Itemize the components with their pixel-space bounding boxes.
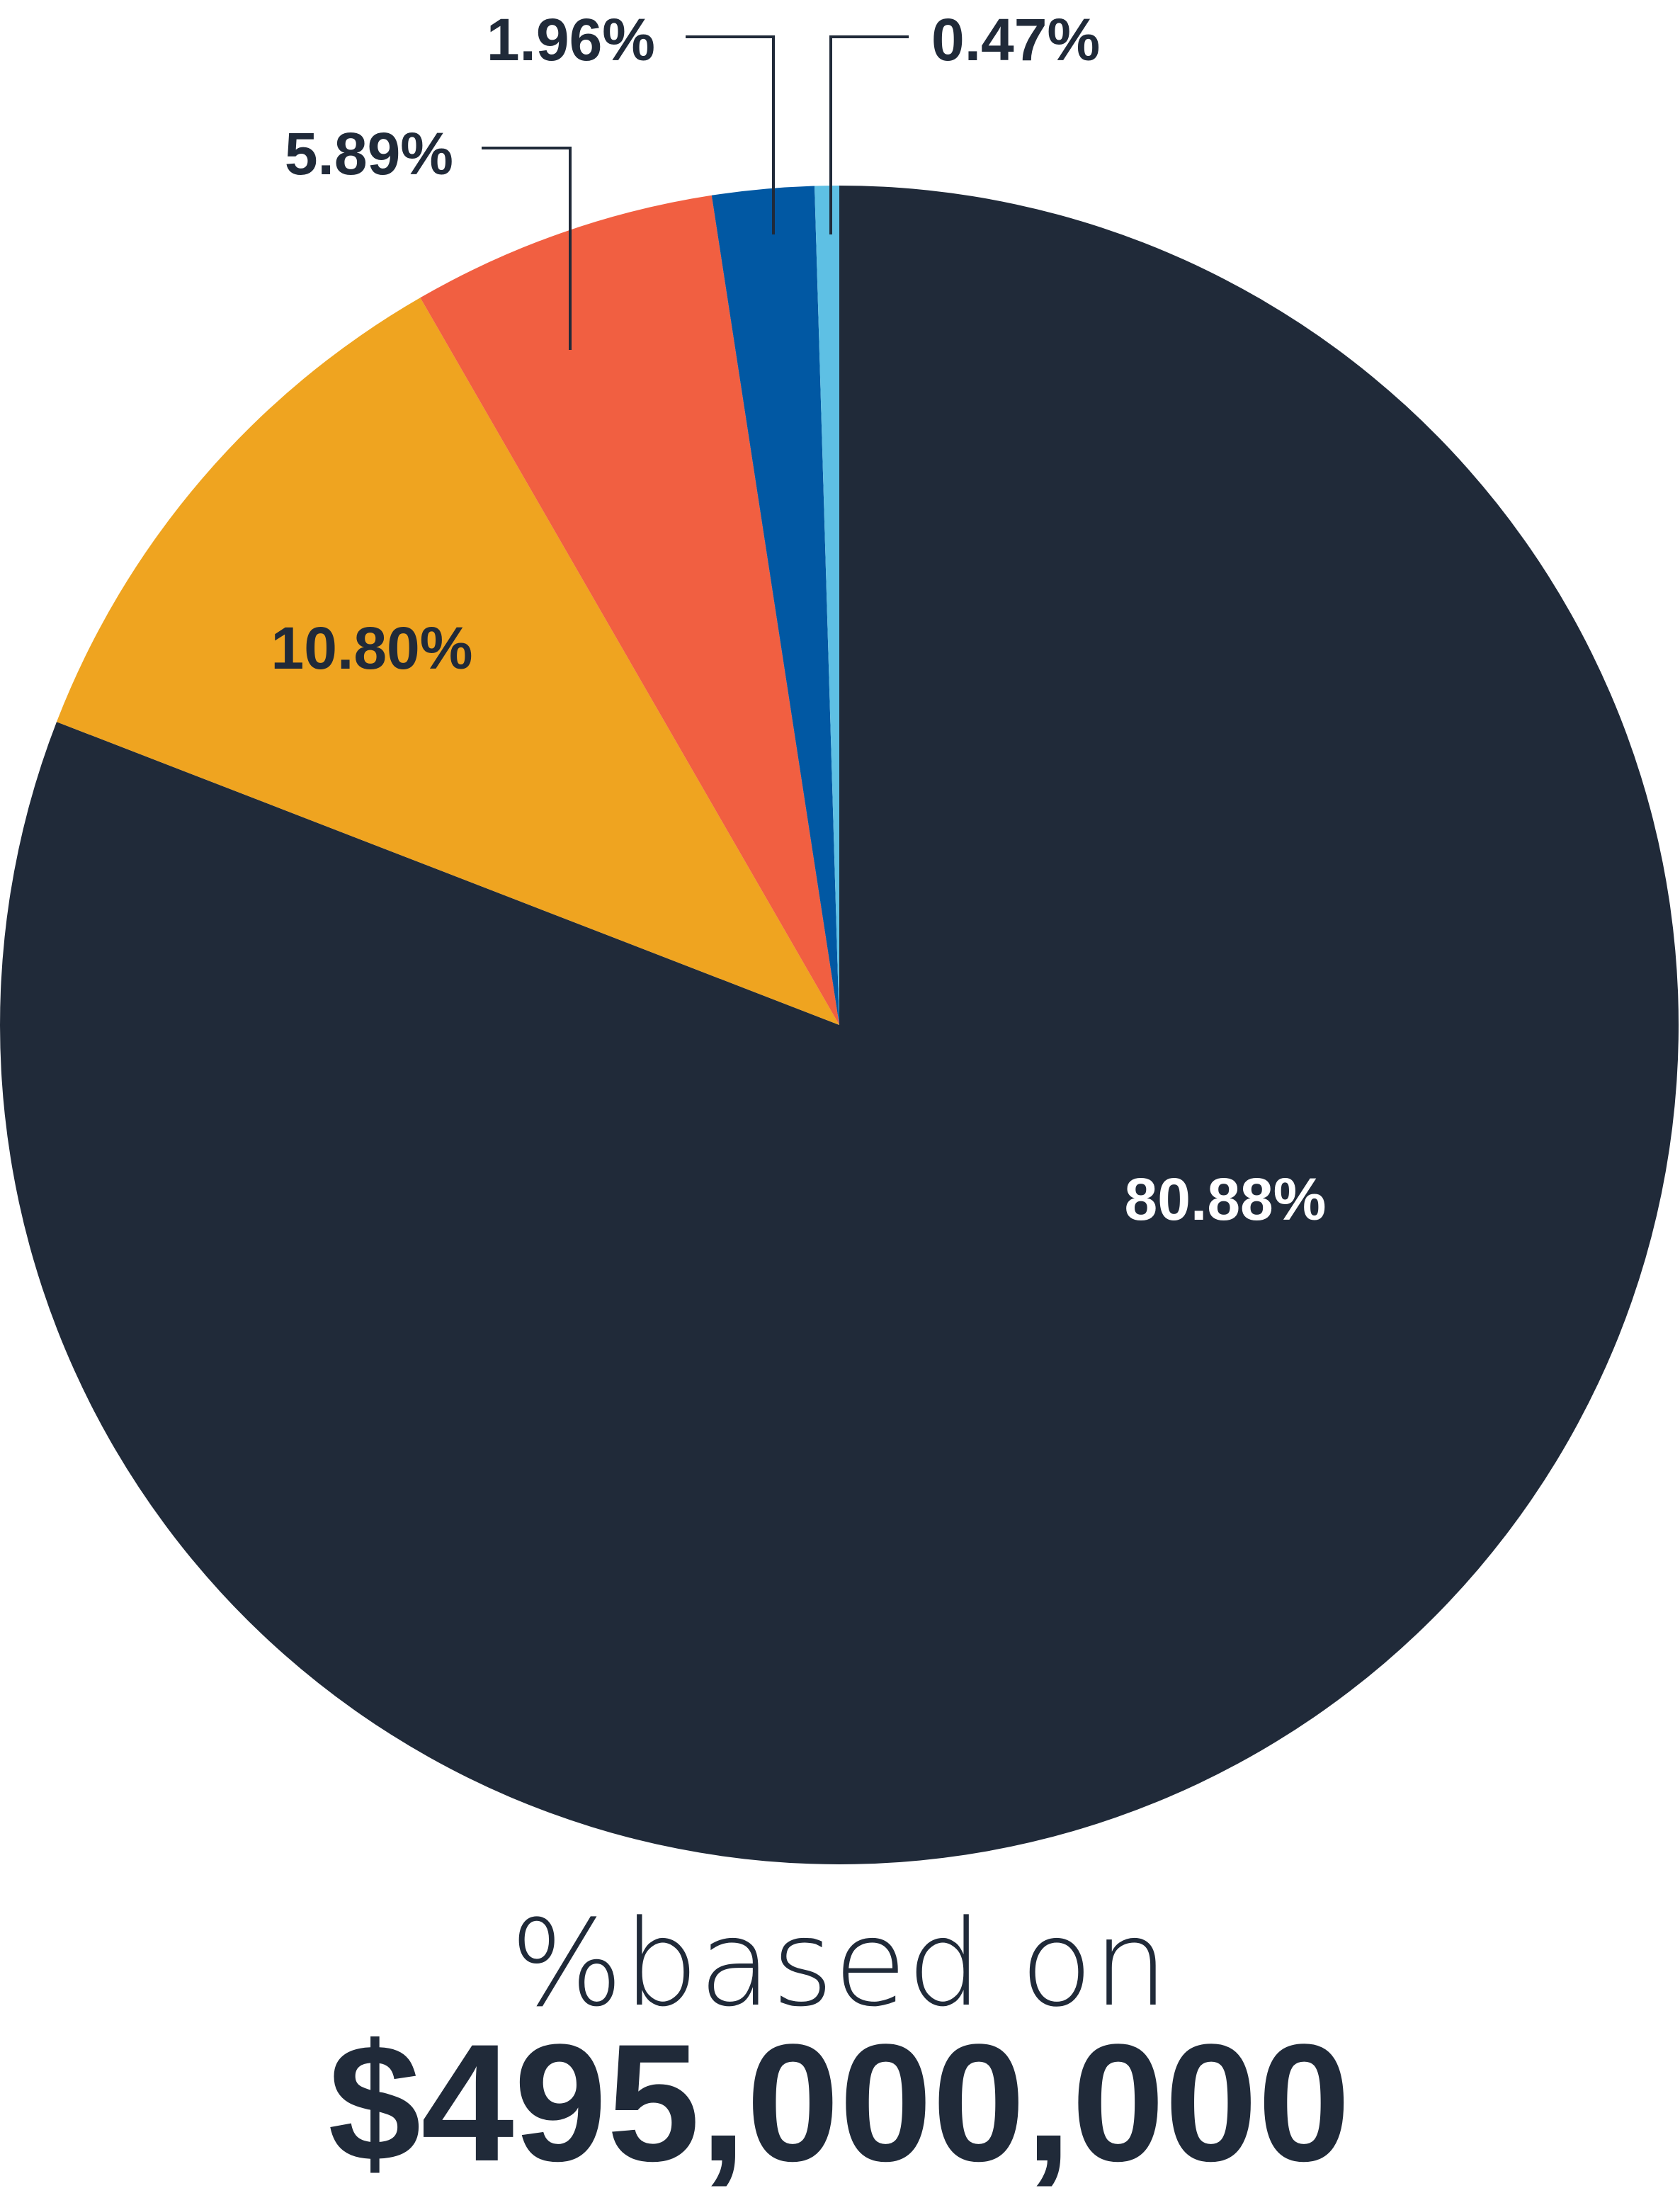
leader-line	[829, 35, 909, 234]
pie-slices	[0, 186, 1679, 1864]
leader-lines	[482, 35, 909, 350]
slice-label: 80.88%	[1125, 1166, 1327, 1232]
caption-line-1: %based on	[510, 1894, 1168, 2033]
pie-slice	[815, 186, 839, 1025]
pie-slice	[0, 186, 1679, 1864]
pie-slice	[711, 186, 839, 1025]
slice-label: 0.47%	[931, 6, 1100, 73]
slice-label: 10.80%	[271, 615, 473, 681]
pie-slice	[420, 195, 839, 1025]
slice-labels: 80.88% 10.80% 5.89% 1.96% 0.47%	[271, 6, 1327, 1232]
leader-line	[686, 35, 775, 234]
leader-line	[482, 147, 572, 350]
slice-label: 1.96%	[487, 6, 655, 73]
pie-slice	[56, 298, 840, 1025]
slice-label: 5.89%	[285, 120, 453, 187]
total-amount: $495,000,000	[328, 2010, 1351, 2193]
